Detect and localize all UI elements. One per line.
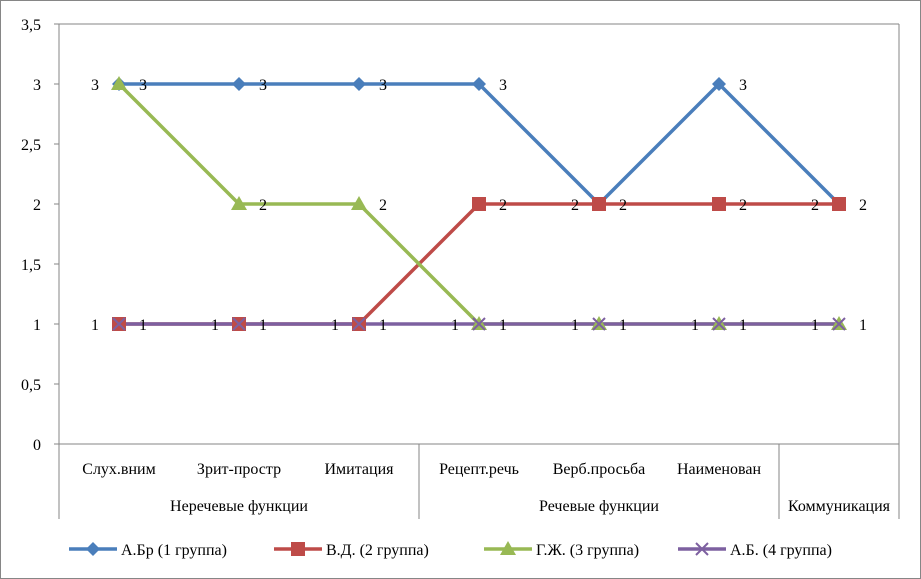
data-label: 1 [619,317,627,334]
data-label: 1 [91,317,99,334]
data-point-marker [111,76,127,90]
data-point-marker [472,317,486,331]
x-group-label: Коммуникация [788,498,891,515]
data-point-marker [232,77,246,91]
data-label: 3 [379,77,387,94]
data-label: 3 [739,77,747,94]
data-label: 1 [739,317,747,334]
data-label: 3 [139,77,147,94]
x-category-label: Верб.просьба [553,461,646,478]
data-label: 2 [571,197,579,214]
data-point-marker [832,197,846,211]
data-label: 2 [259,197,267,214]
y-tick-label: 3 [33,77,41,94]
data-label: 1 [691,317,699,334]
legend-label: Г.Ж. (3 группа) [536,542,639,559]
x-category-label: Рецепт.речь [439,461,519,478]
data-point-marker [472,197,486,211]
x-category-label: Имитация [324,461,394,478]
data-point-marker [832,317,846,331]
data-point-marker [112,317,126,331]
y-tick-label: 2,5 [21,137,41,154]
legend-marker [695,542,709,556]
data-label: 2 [499,197,507,214]
x-group-label: Речевые функции [539,498,659,515]
legend-marker [291,542,305,556]
data-point-marker [592,197,606,211]
data-label: 2 [619,197,627,214]
data-point-marker [352,317,366,331]
data-label: 3 [91,77,99,94]
data-point-marker [352,77,366,91]
data-label: 1 [379,317,387,334]
y-tick-label: 2 [33,197,41,214]
data-point-marker [712,77,726,91]
data-point-marker [231,196,247,210]
x-group-label: Неречевые функции [170,498,308,515]
x-category-label: Наименован [677,461,761,478]
data-point-marker [712,317,726,331]
y-tick-label: 0,5 [21,377,41,394]
data-point-marker [351,196,367,210]
data-label: 1 [499,317,507,334]
data-label: 2 [739,197,747,214]
data-label: 2 [859,197,867,214]
x-category-label: Слух.вним [82,461,155,478]
y-tick-label: 0 [33,437,41,454]
legend-label: А.Б. (4 группа) [730,542,832,559]
y-tick-label: 1 [33,317,41,334]
data-point-marker [472,77,486,91]
data-label: 1 [859,317,867,334]
data-label: 2 [379,197,387,214]
data-label: 3 [259,77,267,94]
series-line-1 [119,82,841,206]
legend-marker [86,542,100,556]
data-label: 1 [451,317,459,334]
data-label: 1 [211,317,219,334]
y-tick-label: 1,5 [21,257,41,274]
data-label: 1 [331,317,339,334]
x-category-label: Зрит-простр [197,461,281,478]
y-tick-label: 3,5 [21,17,41,34]
legend-marker [500,541,516,555]
data-point-marker [232,317,246,331]
legend-label: А.Бр (1 группа) [121,542,227,559]
data-label: 1 [571,317,579,334]
data-label: 1 [139,317,147,334]
data-label: 1 [811,317,819,334]
series-line-2 [119,202,839,326]
legend-label: В.Д. (2 группа) [326,542,429,559]
data-point-marker [592,317,606,331]
data-label: 3 [499,77,507,94]
data-label: 1 [259,317,267,334]
data-point-marker [712,197,726,211]
data-label: 2 [811,197,819,214]
